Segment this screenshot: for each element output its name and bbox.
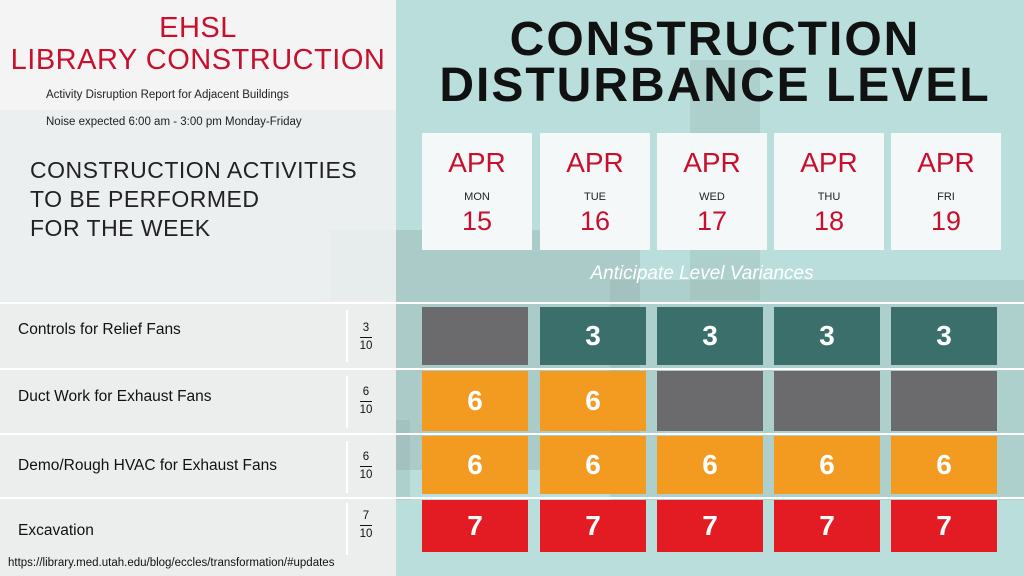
day-date: 16 bbox=[579, 206, 611, 236]
level-value: 6 bbox=[362, 386, 370, 398]
day-month: APR bbox=[448, 147, 506, 178]
level-value: 6 bbox=[362, 451, 370, 463]
row-divider bbox=[0, 302, 1024, 304]
level-value: 7 bbox=[362, 510, 370, 522]
level-max: 10 bbox=[359, 340, 373, 352]
day-card-fri: APR FRI 19 bbox=[891, 133, 1001, 250]
title-line-1: EHSL bbox=[159, 12, 237, 44]
activity-name: Demo/Rough HVAC for Exhaust Fans bbox=[18, 457, 278, 474]
level-cell bbox=[891, 371, 997, 431]
level-divider bbox=[346, 441, 348, 493]
level-fraction: 7 10 bbox=[355, 510, 377, 541]
main-title-line-1: CONSTRUCTION bbox=[509, 13, 921, 66]
day-weekday: TUE bbox=[584, 191, 606, 203]
level-max: 10 bbox=[359, 404, 373, 416]
level-cell: 3 bbox=[540, 307, 646, 365]
level-cell: 3 bbox=[774, 307, 880, 365]
day-weekday: MON bbox=[464, 191, 490, 203]
level-fraction: 3 10 bbox=[355, 322, 377, 353]
subtitle: Activity Disruption Report for Adjacent … bbox=[46, 89, 289, 101]
day-month: APR bbox=[800, 147, 858, 178]
level-cell: 6 bbox=[891, 436, 997, 494]
level-cell bbox=[774, 371, 880, 431]
noise-note: Noise expected 6:00 am - 3:00 pm Monday-… bbox=[46, 116, 302, 128]
row-divider bbox=[0, 433, 1024, 435]
day-month: APR bbox=[683, 147, 741, 178]
level-cell: 3 bbox=[657, 307, 763, 365]
level-divider bbox=[346, 310, 348, 362]
day-weekday: WED bbox=[699, 191, 725, 203]
level-cell: 7 bbox=[422, 500, 528, 552]
row-divider bbox=[0, 497, 1024, 499]
header-panel bbox=[0, 0, 396, 110]
fraction-bar bbox=[360, 525, 372, 526]
activity-name: Duct Work for Exhaust Fans bbox=[18, 388, 212, 405]
day-month: APR bbox=[917, 147, 975, 178]
day-date: 17 bbox=[696, 206, 728, 236]
activities-panel bbox=[0, 300, 396, 576]
day-date: 18 bbox=[813, 206, 845, 236]
level-cell: 7 bbox=[657, 500, 763, 552]
level-cell: 6 bbox=[774, 436, 880, 494]
day-weekday: THU bbox=[817, 191, 841, 203]
fraction-bar bbox=[360, 466, 372, 467]
activity-name: Controls for Relief Fans bbox=[18, 321, 181, 338]
title-line-2: LIBRARY CONSTRUCTION bbox=[10, 44, 386, 76]
day-card-mon: APR MON 15 bbox=[422, 133, 532, 250]
footer-url-link[interactable]: https://library.med.utah.edu/blog/eccles… bbox=[8, 557, 335, 569]
fraction-bar bbox=[360, 401, 372, 402]
level-cell: 7 bbox=[891, 500, 997, 552]
level-cell: 6 bbox=[422, 436, 528, 494]
day-date: 15 bbox=[461, 206, 493, 236]
level-cell: 6 bbox=[657, 436, 763, 494]
level-cell bbox=[422, 307, 528, 365]
heading-panel bbox=[0, 110, 396, 300]
day-date: 19 bbox=[930, 206, 962, 236]
level-fraction: 6 10 bbox=[355, 451, 377, 482]
level-divider bbox=[346, 503, 348, 555]
day-card-thu: APR THU 18 bbox=[774, 133, 884, 250]
day-card-tue: APR TUE 16 bbox=[540, 133, 650, 250]
level-cell: 7 bbox=[774, 500, 880, 552]
row-divider bbox=[0, 368, 1024, 370]
fraction-bar bbox=[360, 337, 372, 338]
main-title-line-2: DISTURBANCE LEVEL bbox=[439, 59, 991, 112]
activities-heading: CONSTRUCTION ACTIVITIES TO BE PERFORMED … bbox=[30, 157, 358, 241]
level-cell: 6 bbox=[540, 436, 646, 494]
day-card-wed: APR WED 17 bbox=[657, 133, 767, 250]
level-divider bbox=[346, 376, 348, 428]
level-cell: 3 bbox=[891, 307, 997, 365]
level-cell: 6 bbox=[422, 371, 528, 431]
day-month: APR bbox=[566, 147, 624, 178]
anticipate-label: Anticipate Level Variances bbox=[590, 263, 814, 284]
level-max: 10 bbox=[359, 528, 373, 540]
activity-name: Excavation bbox=[18, 522, 94, 539]
level-max: 10 bbox=[359, 469, 373, 481]
level-cell: 7 bbox=[540, 500, 646, 552]
level-value: 3 bbox=[362, 322, 370, 334]
level-cell: 6 bbox=[540, 371, 646, 431]
level-cell bbox=[657, 371, 763, 431]
day-weekday: FRI bbox=[937, 191, 955, 203]
level-fraction: 6 10 bbox=[355, 386, 377, 417]
